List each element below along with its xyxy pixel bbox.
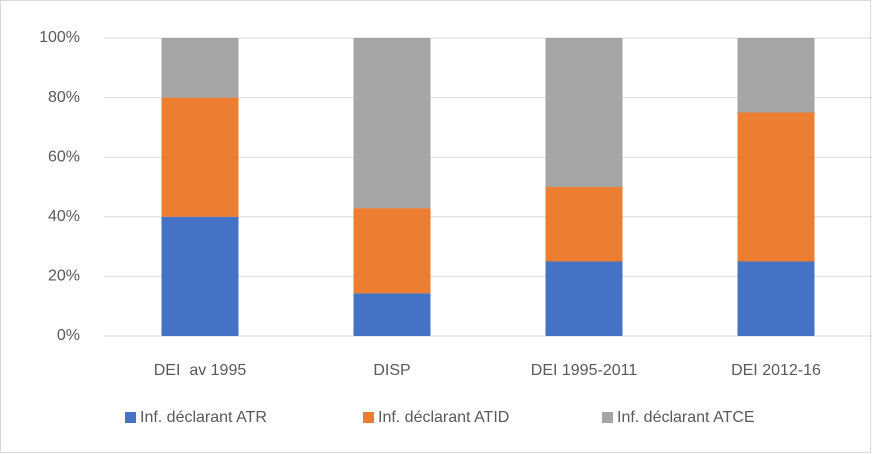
y-tick-label: 20% <box>48 268 80 285</box>
legend-swatch <box>125 412 136 423</box>
legend-swatch <box>602 412 613 423</box>
bar-segment <box>161 216 239 336</box>
y-tick-label: 100% <box>39 29 80 46</box>
bar-segment <box>353 208 431 294</box>
legend-label: Inf. déclarant ATR <box>140 409 267 426</box>
x-tick-label: DEI 2012-16 <box>731 362 821 379</box>
bar-segment <box>353 38 431 209</box>
bar-segment <box>161 97 239 217</box>
bar-segment <box>737 112 815 262</box>
bar-segment <box>737 38 815 113</box>
legend-label: Inf. déclarant ATID <box>378 409 509 426</box>
x-tick-label: DEI 1995-2011 <box>531 362 638 379</box>
bar-segment <box>545 187 623 262</box>
bar-segment <box>161 38 239 98</box>
bar-segment <box>353 293 431 336</box>
legend-label: Inf. déclarant ATCE <box>617 409 755 426</box>
y-tick-label: 60% <box>48 148 80 165</box>
x-tick-label: DISP <box>373 362 410 379</box>
y-tick-label: 80% <box>48 89 80 106</box>
y-tick-label: 0% <box>57 327 80 344</box>
y-tick-label: 40% <box>48 208 80 225</box>
x-tick-label: DEI av 1995 <box>154 362 247 379</box>
bar-segment <box>545 261 623 336</box>
bar-segment <box>545 38 623 187</box>
legend-swatch <box>363 412 374 423</box>
bar-segment <box>737 261 815 336</box>
